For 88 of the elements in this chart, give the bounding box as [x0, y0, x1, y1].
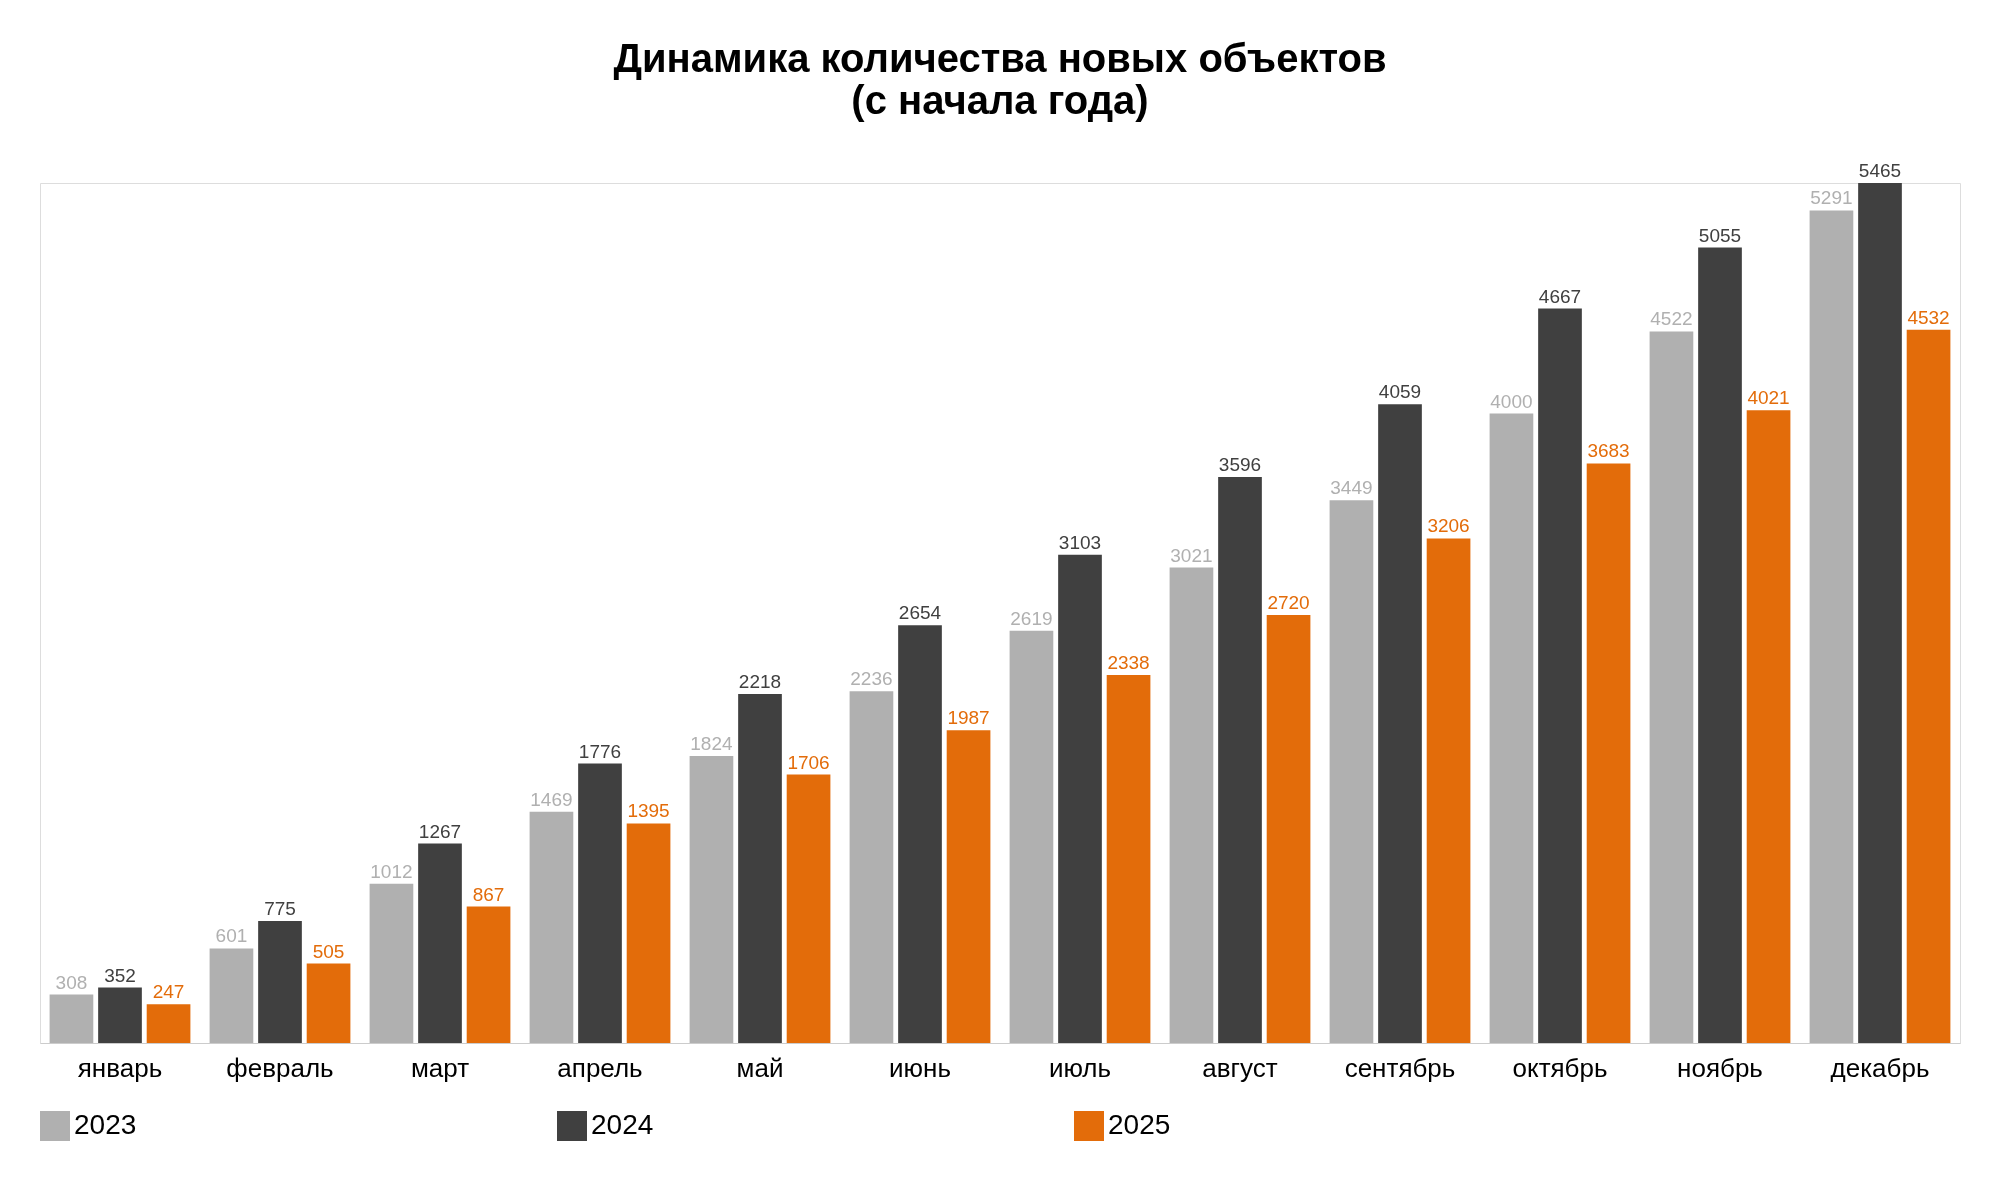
data-label: 505 [312, 940, 345, 962]
data-label: 1776 [578, 740, 622, 762]
data-label: 1706 [787, 751, 830, 773]
data-label: 2236 [850, 668, 893, 690]
x-tick-label: май [736, 1052, 784, 1083]
data-label: 4532 [1907, 306, 1950, 328]
data-label: 601 [215, 925, 248, 947]
data-label: 1012 [370, 860, 413, 882]
bar [1538, 308, 1582, 1043]
bar [369, 883, 414, 1043]
data-label: 2720 [1267, 591, 1310, 613]
data-label: 3103 [1058, 531, 1102, 553]
data-label: 5465 [1858, 160, 1902, 181]
x-tick-label: август [1202, 1052, 1278, 1083]
data-label: 3206 [1427, 515, 1470, 537]
data-label: 1267 [418, 820, 462, 842]
data-label: 247 [152, 981, 185, 1003]
chart-title: Динамика количества новых объектов (с начала года) [613, 36, 1387, 122]
data-label: 3021 [1170, 544, 1213, 566]
bar [1009, 630, 1054, 1043]
bar [738, 693, 782, 1043]
data-label: 5055 [1698, 224, 1742, 246]
data-label: 308 [55, 971, 88, 993]
data-label: 4059 [1378, 381, 1422, 403]
bar [306, 963, 351, 1043]
data-label: 3683 [1587, 440, 1630, 462]
bar [1329, 500, 1374, 1043]
legend-label: 2025 [1108, 1109, 1171, 1140]
bar [1169, 567, 1214, 1043]
data-label: 775 [264, 898, 296, 920]
x-tick-label: октябрь [1512, 1052, 1608, 1083]
data-label: 1824 [690, 732, 734, 754]
data-label: 1987 [947, 707, 990, 729]
data-label: 867 [472, 883, 505, 905]
bar [1586, 463, 1631, 1043]
bar [1489, 413, 1534, 1043]
bar [578, 763, 622, 1043]
bar [529, 811, 574, 1043]
data-label: 3596 [1218, 454, 1262, 476]
bar [1809, 210, 1854, 1043]
bar [626, 823, 671, 1043]
data-label: 4522 [1650, 308, 1693, 330]
bar [418, 843, 462, 1043]
data-label: 1395 [627, 800, 670, 822]
x-tick-label: июнь [889, 1052, 951, 1083]
bar [1746, 410, 1791, 1043]
bar [1058, 554, 1102, 1043]
legend-label: 2023 [74, 1109, 137, 1140]
bar [258, 921, 302, 1043]
x-tick-label: февраль [226, 1052, 334, 1083]
data-label: 352 [104, 964, 136, 986]
x-tick-label: июль [1048, 1052, 1112, 1083]
x-tick-label: сентябрь [1344, 1052, 1456, 1083]
bar [1106, 675, 1151, 1043]
bar [1266, 614, 1311, 1043]
bar [1218, 477, 1262, 1043]
bar [98, 987, 142, 1043]
data-label: 5291 [1810, 187, 1853, 209]
bar [786, 774, 831, 1043]
bar [1426, 538, 1471, 1043]
data-label: 4000 [1490, 390, 1533, 412]
x-tick-label: декабрь [1830, 1052, 1930, 1083]
legend-label: 2024 [591, 1109, 654, 1140]
bar [849, 691, 894, 1043]
bar [1378, 404, 1422, 1043]
bar [146, 1004, 191, 1043]
data-label: 2218 [738, 670, 782, 692]
bar [1858, 183, 1902, 1043]
data-label: 2654 [898, 602, 942, 624]
bar [49, 994, 94, 1043]
bar [1906, 329, 1951, 1043]
bar [946, 730, 991, 1043]
x-tick-label: январь [77, 1052, 163, 1083]
bar [1649, 331, 1694, 1043]
data-label: 2619 [1010, 607, 1053, 629]
data-label: 2338 [1107, 652, 1150, 674]
data-label: 1469 [530, 788, 573, 810]
x-tick-label: март [410, 1052, 470, 1083]
data-label: 3449 [1330, 477, 1373, 499]
bar [898, 625, 942, 1043]
bar [209, 948, 254, 1043]
bar [1698, 247, 1742, 1043]
data-label: 4021 [1747, 387, 1790, 409]
data-label: 4667 [1538, 285, 1582, 307]
x-tick-label: апрель [557, 1052, 643, 1083]
x-tick-label: ноябрь [1677, 1052, 1763, 1083]
bar [689, 755, 734, 1043]
bar [466, 906, 511, 1043]
